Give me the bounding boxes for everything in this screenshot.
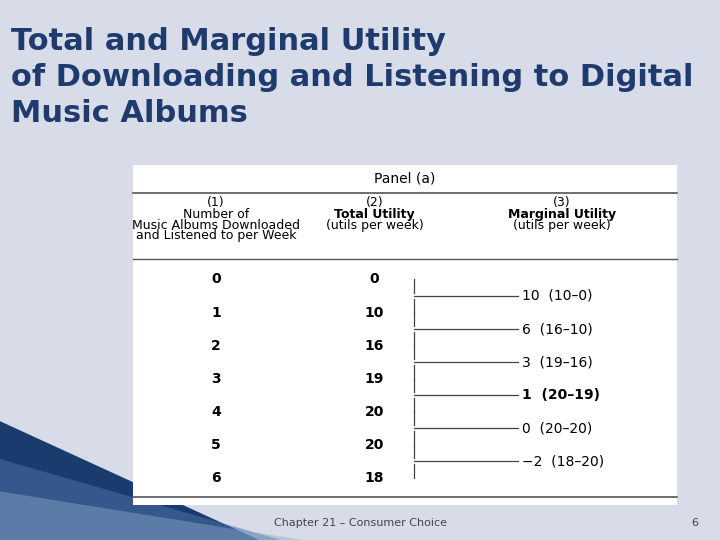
Text: Number of: Number of xyxy=(183,208,249,221)
Text: 10: 10 xyxy=(365,306,384,320)
Text: 3: 3 xyxy=(211,372,221,386)
FancyBboxPatch shape xyxy=(133,165,677,505)
Text: 16: 16 xyxy=(365,339,384,353)
Text: 6  (16–10): 6 (16–10) xyxy=(522,322,593,336)
Text: 18: 18 xyxy=(364,470,384,484)
Polygon shape xyxy=(0,421,259,540)
Text: 4: 4 xyxy=(211,404,221,418)
Text: Total Utility: Total Utility xyxy=(334,208,415,221)
Text: −2  (18–20): −2 (18–20) xyxy=(522,454,604,468)
Text: 6: 6 xyxy=(691,518,698,528)
Text: (utils per week): (utils per week) xyxy=(325,219,423,232)
Text: Total and Marginal Utility
of Downloading and Listening to Digital
Music Albums: Total and Marginal Utility of Downloadin… xyxy=(11,27,693,128)
Text: Marginal Utility: Marginal Utility xyxy=(508,208,616,221)
Text: 1  (20–19): 1 (20–19) xyxy=(522,388,600,402)
Polygon shape xyxy=(0,459,281,540)
Text: 10  (10–0): 10 (10–0) xyxy=(522,289,593,303)
Text: Panel (a): Panel (a) xyxy=(374,171,436,185)
Text: 20: 20 xyxy=(365,437,384,451)
Text: and Listened to per Week: and Listened to per Week xyxy=(136,230,296,242)
Text: 6: 6 xyxy=(211,470,221,484)
Text: (2): (2) xyxy=(366,196,383,209)
Text: 3  (19–16): 3 (19–16) xyxy=(522,355,593,369)
Text: 0: 0 xyxy=(211,273,221,287)
Text: 1: 1 xyxy=(211,306,221,320)
Text: 19: 19 xyxy=(365,372,384,386)
Text: 0  (20–20): 0 (20–20) xyxy=(522,421,593,435)
Text: 5: 5 xyxy=(211,437,221,451)
Polygon shape xyxy=(0,491,302,540)
Text: 20: 20 xyxy=(365,404,384,418)
Text: (3): (3) xyxy=(553,196,570,209)
Text: 2: 2 xyxy=(211,339,221,353)
Text: Music Albums Downloaded: Music Albums Downloaded xyxy=(132,219,300,232)
Text: (1): (1) xyxy=(207,196,225,209)
Text: Chapter 21 – Consumer Choice: Chapter 21 – Consumer Choice xyxy=(274,518,446,528)
Text: (utils per week): (utils per week) xyxy=(513,219,611,232)
Text: 0: 0 xyxy=(369,273,379,287)
